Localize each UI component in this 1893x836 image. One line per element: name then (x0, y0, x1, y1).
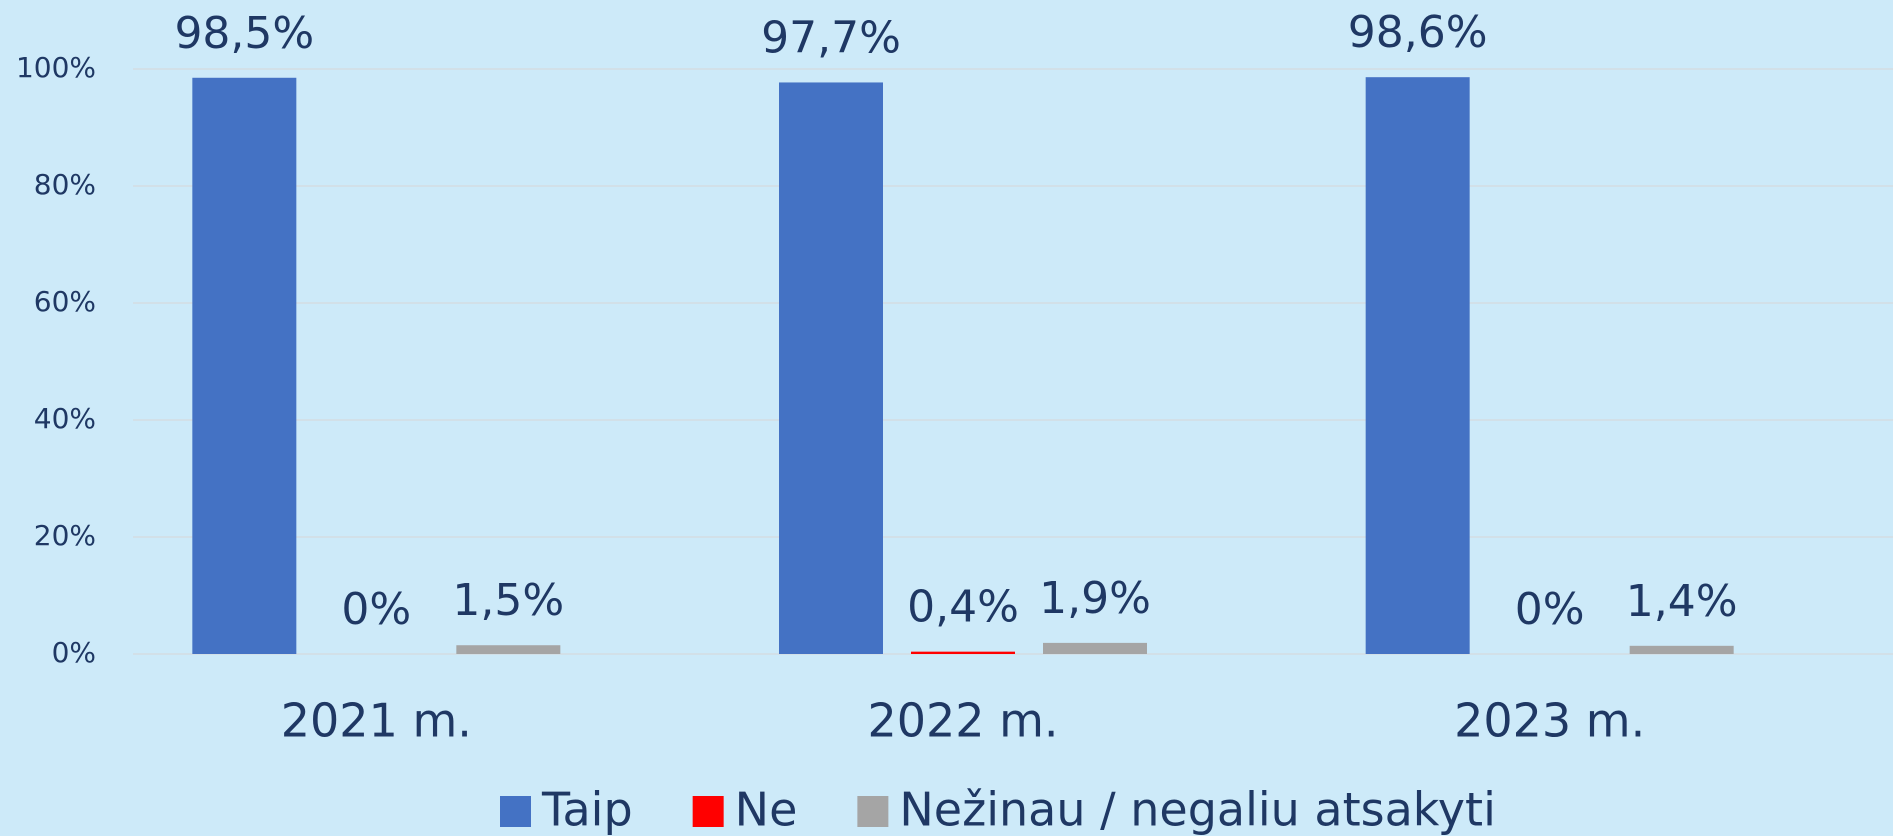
y-tick-label: 0% (52, 636, 96, 669)
value-label: 98,5% (174, 8, 314, 59)
legend-label: Ne (735, 783, 798, 836)
y-tick-label: 60% (34, 285, 96, 318)
bar (1043, 642, 1147, 654)
y-tick-label: 80% (34, 168, 96, 201)
y-tick-label: 20% (34, 519, 96, 552)
bar (911, 651, 1015, 654)
y-tick-label: 100% (16, 51, 96, 84)
value-label: 1,4% (1626, 576, 1738, 627)
bar (456, 645, 561, 654)
value-label: 97,7% (761, 12, 901, 63)
value-label: 1,9% (1039, 573, 1151, 624)
legend-swatch (500, 796, 531, 827)
x-tick-label: 2023 m. (1454, 694, 1645, 748)
bar (192, 77, 297, 654)
bar (1629, 645, 1734, 654)
value-label: 98,6% (1348, 7, 1488, 58)
x-tick-label: 2021 m. (281, 694, 472, 748)
legend-label: Taip (541, 783, 633, 836)
y-tick-label: 40% (34, 402, 96, 435)
value-label: 1,5% (452, 575, 564, 626)
legend-swatch (692, 796, 724, 827)
legend-swatch (857, 796, 889, 827)
x-tick-label: 2022 m. (867, 694, 1058, 748)
value-label: 0% (341, 584, 411, 635)
value-label: 0% (1515, 584, 1585, 635)
bar (1365, 77, 1470, 654)
bar (779, 82, 883, 654)
value-label: 0,4% (907, 582, 1019, 633)
legend-label: Nežinau / negaliu atsakyti (899, 783, 1495, 836)
